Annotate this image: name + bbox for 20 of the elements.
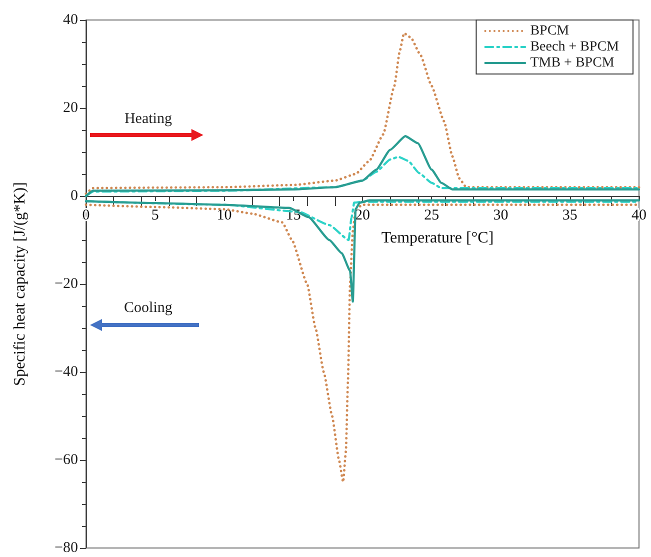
x-tick-label: 10 (216, 208, 232, 224)
y-axis-title: Specific heat capacity [J/(g*K)] (12, 182, 28, 386)
x-tick-label: 5 (151, 208, 159, 224)
legend-label: BPCM (530, 24, 570, 38)
x-tick-label: 25 (424, 208, 440, 224)
legend-label: TMB + BPCM (530, 56, 615, 70)
y-tick-label: −80 (54, 540, 78, 556)
y-tick-label: −60 (54, 452, 78, 468)
annotation: Cooling (124, 300, 173, 316)
x-axis-title: Temperature [°C] (381, 230, 494, 246)
y-tick-label: 40 (63, 12, 78, 28)
x-tick-label: 35 (562, 208, 578, 224)
y-tick-label: −20 (54, 276, 78, 292)
x-tick-label: 30 (493, 208, 508, 224)
annotation: Heating (124, 111, 172, 127)
x-tick-label: 20 (355, 208, 370, 224)
y-tick-label: −40 (54, 364, 78, 380)
y-tick-label: 0 (70, 188, 78, 204)
y-tick-label: 20 (63, 100, 78, 116)
legend-label: Beech + BPCM (530, 40, 620, 54)
